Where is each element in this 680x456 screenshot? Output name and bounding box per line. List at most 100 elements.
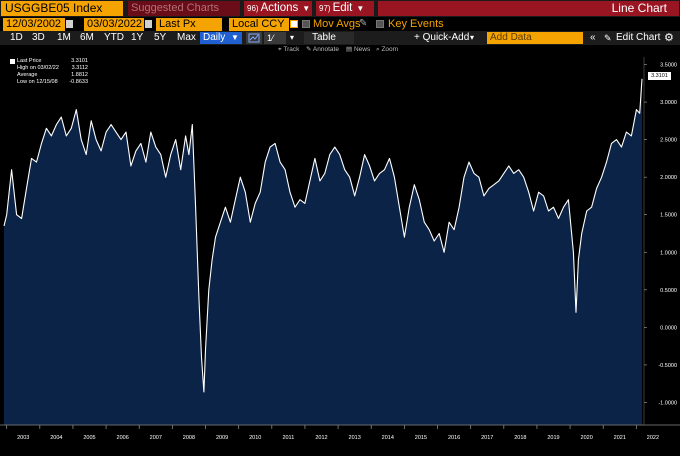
y-tick-label: 0.5000 <box>660 288 677 294</box>
range-bar: 1D 3D 1M 6M YTD 1Y 5Y Max Daily ▼ 1⁄ ▾ T… <box>0 31 680 45</box>
pencil-icon[interactable]: ✎ <box>359 18 368 29</box>
y-tick-label: 0.0000 <box>660 325 677 331</box>
actions-label: Actions <box>260 2 299 14</box>
line-chart[interactable]: 2003 2004 2005 2006 2007 2008 2009 2010 2011 2012… <box>0 55 680 456</box>
legend-last-price-label: Last Price <box>17 58 42 64</box>
legend-swatch <box>10 59 15 64</box>
legend-high: High on 03/02/22 3.3112 <box>10 65 88 72</box>
chart-tools-bar: ⌖ Track ✎ Annotate ▤ News ⌕ Zoom <box>0 45 680 55</box>
gear-icon[interactable]: ⚙ <box>664 32 674 44</box>
x-tick-label: 2022 <box>647 435 659 441</box>
y-tick-label: 2.5000 <box>660 138 677 144</box>
x-tick-label: 2004 <box>50 435 62 441</box>
collapse-icon[interactable]: « <box>590 32 596 43</box>
y-tick-label: 2.0000 <box>660 175 677 181</box>
legend-last-price: Last Price 3.3101 <box>10 58 88 65</box>
title-bar: USGGBE05 Index Suggested Charts 96) Actio… <box>0 0 680 17</box>
y-tick-label: 1.0000 <box>660 250 677 256</box>
chevron-down-icon[interactable]: ▾ <box>290 33 295 42</box>
legend-low: Low on 12/15/08 -0.8633 <box>10 79 88 86</box>
y-tick-label: -0.5000 <box>658 363 677 369</box>
x-tick-label: 2015 <box>415 435 427 441</box>
actions-button[interactable]: 96) Actions ▼ <box>244 1 312 16</box>
x-tick-label: 2010 <box>249 435 261 441</box>
range-1d[interactable]: 1D <box>10 32 23 43</box>
chart-area[interactable]: 2003 2004 2005 2006 2007 2008 2009 2010 2011 2012… <box>0 55 680 456</box>
table-button[interactable]: Table <box>304 32 354 44</box>
range-5y[interactable]: 5Y <box>154 32 167 43</box>
legend-average-label: Average <box>17 72 38 78</box>
key-events-label[interactable]: Key Events <box>388 18 444 30</box>
range-max[interactable]: Max <box>177 32 196 43</box>
edit-button[interactable]: 97) Edit ▼ <box>316 1 374 16</box>
table-label: Table <box>312 32 336 43</box>
range-ytd[interactable]: YTD <box>104 32 124 43</box>
range-1y[interactable]: 1Y <box>131 32 144 43</box>
y-tick-label: -1.0000 <box>658 400 677 406</box>
edit-number: 97) <box>319 4 331 13</box>
chevron-down-icon: ▼ <box>231 33 239 42</box>
news-label: News <box>353 46 371 53</box>
legend-high-label: High on 03/02/22 <box>17 65 59 71</box>
range-1m[interactable]: 1M <box>57 32 71 43</box>
calendar-icon[interactable] <box>66 20 73 28</box>
currency-dropdown-icon[interactable] <box>290 20 298 28</box>
start-date-input[interactable]: 12/03/2002 <box>3 18 65 31</box>
series-area-fill <box>4 78 642 426</box>
key-events-checkbox[interactable] <box>376 20 384 28</box>
chevron-down-icon[interactable]: ▾ <box>470 33 475 42</box>
x-tick-label: 2012 <box>315 435 327 441</box>
suggested-charts-button[interactable]: Suggested Charts <box>128 1 240 16</box>
frequency-label: Daily <box>203 32 226 43</box>
edit-chart-button[interactable]: Edit Chart <box>616 32 661 43</box>
field-select[interactable]: Last Px <box>156 18 222 31</box>
suggested-charts-label: Suggested Charts <box>131 2 220 14</box>
annotate-label: Annotate <box>312 46 339 53</box>
legend-low-value: -0.8633 <box>69 79 88 85</box>
ticker-field[interactable]: USGGBE05 Index <box>1 1 123 16</box>
x-tick-label: 2007 <box>150 435 162 441</box>
zoom-tool[interactable]: ⌕ Zoom <box>376 46 399 53</box>
line-chart-icon <box>248 33 260 43</box>
edit-label: Edit <box>332 2 353 14</box>
legend-average: Average 1.8812 <box>10 72 88 79</box>
x-tick-label: 2017 <box>481 435 493 441</box>
y-tick-label: 3.0000 <box>660 100 677 106</box>
range-6m[interactable]: 6M <box>80 32 94 43</box>
chart-settings-dropdown[interactable]: 1⁄ <box>264 32 286 44</box>
quick-add-button[interactable]: + Quick-Add <box>414 32 470 43</box>
end-date-input[interactable]: 03/03/2022 <box>84 18 144 31</box>
series-line-last-price[interactable] <box>3 78 643 393</box>
zoom-label: Zoom <box>381 46 399 53</box>
chart-style-button[interactable] <box>246 32 262 44</box>
chevron-down-icon: ▼ <box>356 4 365 13</box>
x-tick-label: 2020 <box>581 435 593 441</box>
legend-last-price-value: 3.3101 <box>71 58 88 64</box>
news-tool[interactable]: ▤ News <box>346 46 371 53</box>
add-data-input[interactable]: Add Data <box>487 32 583 44</box>
chevron-down-icon: ▼ <box>302 4 311 13</box>
chart-settings-icon: 1⁄ <box>267 33 274 43</box>
frequency-select[interactable]: Daily ▼ <box>200 32 242 44</box>
annotate-tool[interactable]: ✎ Annotate <box>306 46 339 53</box>
calendar-icon[interactable] <box>145 20 152 28</box>
x-tick-label: 2016 <box>448 435 460 441</box>
y-tick-label: 3.5000 <box>660 63 677 69</box>
x-tick-label: 2011 <box>282 435 294 441</box>
range-3d[interactable]: 3D <box>32 32 45 43</box>
chart-type-title: Line Chart <box>378 1 679 16</box>
mov-avgs-checkbox[interactable] <box>302 20 310 28</box>
x-tick-label: 2009 <box>216 435 228 441</box>
legend-high-value: 3.3112 <box>71 65 88 71</box>
track-tool[interactable]: ⌖ Track <box>278 46 300 53</box>
currency-select[interactable]: Local CCY <box>229 18 289 31</box>
y-tick-label: 1.5000 <box>660 213 677 219</box>
x-tick-label: 2021 <box>614 435 626 441</box>
last-value-badge: 3.3101 <box>648 72 671 80</box>
chart-legend: Last Price 3.3101 High on 03/02/22 3.311… <box>10 58 88 86</box>
x-tick-label: 2008 <box>183 435 195 441</box>
mov-avgs-label[interactable]: Mov Avgs <box>313 18 361 30</box>
x-tick-label: 2018 <box>514 435 526 441</box>
actions-number: 96) <box>247 4 259 13</box>
legend-average-value: 1.8812 <box>71 72 88 78</box>
